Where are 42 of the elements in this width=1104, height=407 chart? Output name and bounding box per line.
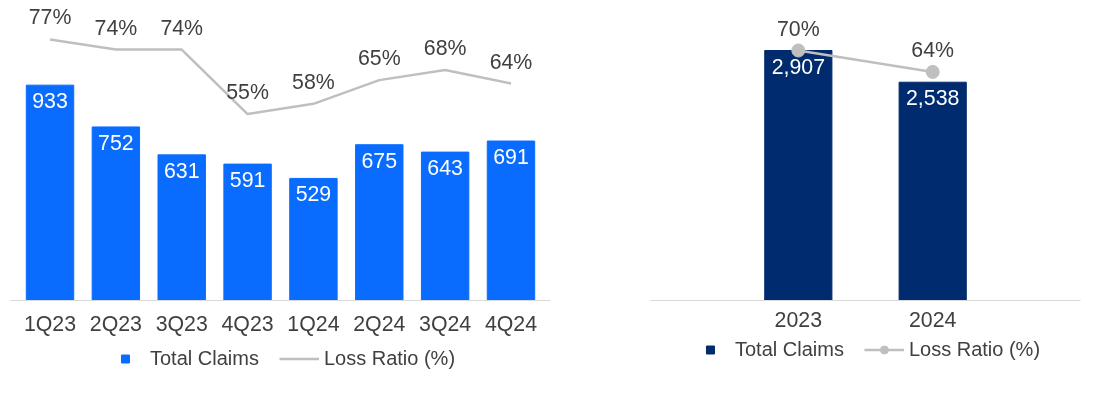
bar [157,154,206,301]
data-label: 529 [295,182,332,207]
x-tick-label: 4Q23 [221,311,274,336]
legend-label: Total Claims [149,346,259,370]
legend-label: Loss Ratio (%) [323,346,456,370]
data-label: 64% [489,49,533,74]
legend-label: Total Claims [734,337,844,361]
x-tick-label: 2023 [774,307,823,332]
data-label: 2,538 [906,86,960,111]
data-label: 68% [423,35,467,60]
data-label: 64% [911,37,955,62]
bar [289,177,338,301]
data-label: 77% [28,5,72,30]
data-label: 70% [776,16,820,41]
x-tick-label: 4Q24 [484,311,538,336]
x-tick-label: 2024 [908,307,957,332]
bar [25,84,75,301]
x-tick-label: 3Q23 [155,311,208,336]
bar [91,126,141,301]
data-label: 933 [32,89,68,114]
x-tick-label: 2Q24 [353,311,406,336]
x-tick-label: 1Q24 [287,311,340,336]
bar [420,151,470,301]
bar [486,140,536,301]
data-label: 643 [427,156,463,181]
x-tick-label: 2Q23 [89,311,142,336]
data-label: 691 [493,145,529,170]
data-label: 591 [229,168,266,193]
data-label: 675 [361,148,398,173]
data-label: 2,907 [771,54,825,79]
x-tick-label: 3Q24 [419,311,472,336]
bar [355,144,404,301]
data-label: 58% [292,69,335,94]
data-label: 631 [163,158,200,183]
legend-label: Loss Ratio (%) [908,337,1041,361]
data-label: 74% [94,15,138,40]
data-label: 74% [160,15,204,40]
x-tick-label: 1Q23 [23,311,77,336]
data-label: 752 [98,130,134,155]
data-label: 65% [357,46,401,71]
bar [223,163,272,301]
data-label: 55% [226,80,269,105]
